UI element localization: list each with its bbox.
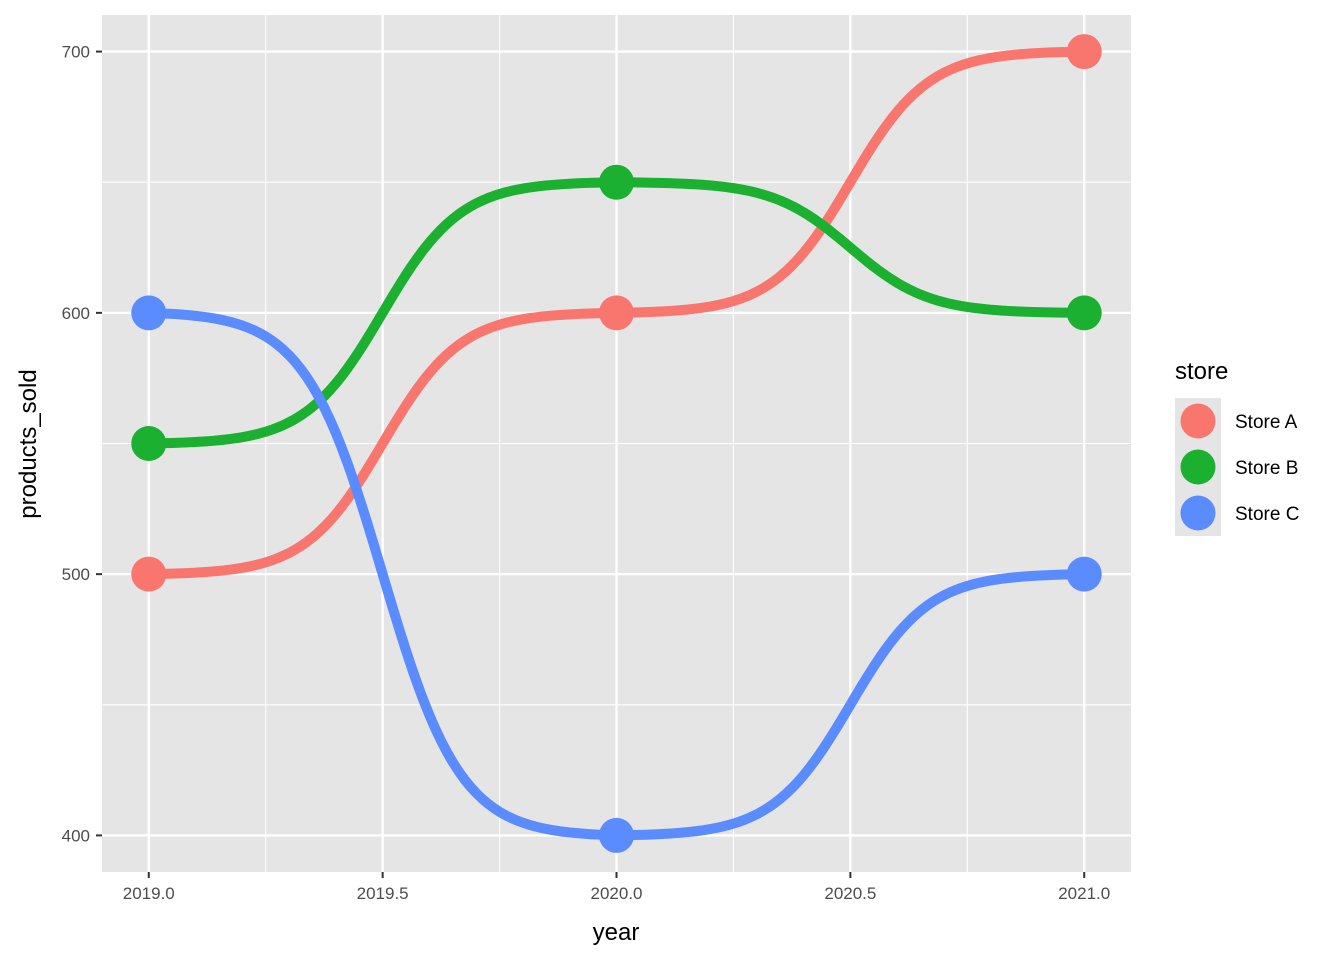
y-axis-title: products_sold [15, 369, 42, 518]
legend-label: Store B [1235, 458, 1298, 479]
y-axis: 400 500 600 700 [62, 43, 102, 845]
data-point-store-b [1066, 295, 1102, 331]
data-point-store-c [131, 295, 167, 331]
legend-label: Store C [1235, 504, 1299, 525]
data-point-store-a [599, 295, 634, 331]
y-tick-label: 700 [62, 43, 90, 62]
y-tick-label: 400 [62, 826, 90, 845]
y-tick-label: 600 [62, 304, 90, 323]
y-tick-label: 500 [62, 565, 90, 584]
data-point-store-a [1066, 34, 1102, 70]
legend-key-store-a [1180, 403, 1216, 439]
data-point-store-a [131, 556, 167, 592]
x-tick-label: 2019.0 [123, 884, 175, 903]
legend-label: Store A [1235, 412, 1298, 433]
legend-key-store-c [1180, 495, 1216, 531]
data-point-store-b [599, 164, 634, 200]
x-tick-label: 2019.5 [357, 884, 409, 903]
x-tick-label: 2021.0 [1058, 884, 1110, 903]
legend: store Store A Store B Store C [1175, 358, 1299, 536]
data-point-store-c [599, 817, 634, 853]
x-tick-label: 2020.5 [824, 884, 876, 903]
legend-key-store-b [1180, 449, 1216, 485]
legend-title: store [1175, 358, 1228, 385]
data-point-store-b [131, 426, 167, 461]
x-axis-title: year [593, 919, 640, 946]
series-points [131, 34, 1102, 853]
x-axis: 2019.0 2019.5 2020.0 2020.5 2021.0 [123, 872, 1110, 903]
data-point-store-c [1066, 556, 1102, 592]
x-tick-label: 2020.0 [591, 884, 643, 903]
